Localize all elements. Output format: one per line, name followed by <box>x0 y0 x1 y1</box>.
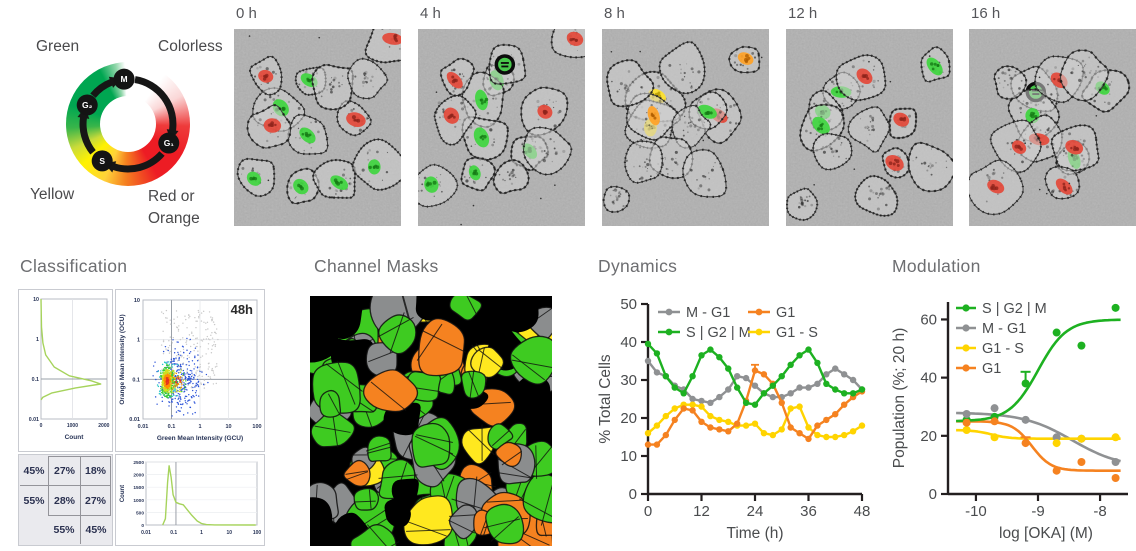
svg-text:-10: -10 <box>965 503 987 520</box>
svg-text:40: 40 <box>620 334 637 351</box>
table-row1-cell2: 18% <box>80 456 111 486</box>
svg-text:48: 48 <box>854 503 870 520</box>
table-row2-margin: 55% <box>20 486 48 516</box>
svg-text:40: 40 <box>920 370 937 387</box>
svg-text:1: 1 <box>200 530 203 536</box>
svg-text:G1 - S: G1 - S <box>776 325 818 341</box>
svg-text:0.01: 0.01 <box>141 530 151 536</box>
classification-side-histogram: 0.01 0.1 1 10 0 1000 2000 Count <box>18 289 113 452</box>
svg-text:0: 0 <box>40 423 43 429</box>
svg-text:Population (%; 20 h): Population (%; 20 h) <box>891 328 908 468</box>
cell-cycle-arrows: M G₁ S G₂ <box>10 8 232 230</box>
timepoint-label-16h: 16 h <box>971 5 1000 22</box>
svg-text:M - G1: M - G1 <box>982 321 1026 337</box>
svg-text:S | G2 | M: S | G2 | M <box>686 325 751 341</box>
timepoint-label-8h: 8 h <box>604 5 625 22</box>
svg-text:G₁: G₁ <box>164 138 175 148</box>
svg-text:0: 0 <box>929 486 937 503</box>
dynamics-chart: 0 10 20 30 40 50 0 12 24 36 48 % Total Cells Time (h… <box>596 288 870 549</box>
svg-text:S: S <box>99 156 105 166</box>
svg-text:30: 30 <box>620 372 637 389</box>
svg-text:1000: 1000 <box>133 498 144 504</box>
svg-text:G1: G1 <box>776 305 795 321</box>
svg-text:% Total Cells: % Total Cells <box>597 354 614 444</box>
title-dynamics: Dynamics <box>598 256 677 277</box>
timepoint-label-12h: 12 h <box>788 5 817 22</box>
svg-text:36: 36 <box>800 503 817 520</box>
svg-text:log [OKA] (M): log [OKA] (M) <box>999 525 1093 542</box>
svg-text:1000: 1000 <box>67 423 78 429</box>
table-row1-cell1: 27% <box>48 456 80 486</box>
svg-text:Green Mean Intensity (GCU): Green Mean Intensity (GCU) <box>157 435 243 442</box>
svg-text:M: M <box>121 74 128 84</box>
svg-text:100: 100 <box>253 530 262 536</box>
svg-text:1: 1 <box>198 424 201 430</box>
svg-text:10: 10 <box>226 530 232 536</box>
svg-text:M - G1: M - G1 <box>686 305 730 321</box>
svg-text:Count: Count <box>120 485 126 502</box>
svg-text:10: 10 <box>620 448 637 465</box>
svg-text:Time (h): Time (h) <box>726 525 783 542</box>
svg-text:0.1: 0.1 <box>132 377 140 383</box>
modulation-chart: 0 20 40 60 -10 -9 -8 Population (%; 20 h) log [O… <box>890 288 1136 549</box>
svg-text:100: 100 <box>252 424 261 430</box>
timepoint-label-0h: 0 h <box>236 5 257 22</box>
svg-text:48h: 48h <box>231 302 253 317</box>
table-row3-cell2: 45% <box>80 516 111 544</box>
classification-bottom-histogram: 0 500 1000 1500 2000 2500 0.01 0.1 1 10 100 Count <box>115 454 265 546</box>
svg-text:60: 60 <box>920 311 937 328</box>
svg-text:500: 500 <box>136 510 144 516</box>
micrograph-16h <box>969 29 1136 226</box>
table-row2-cell1: 28% <box>48 486 80 516</box>
svg-text:-8: -8 <box>1093 503 1106 520</box>
svg-text:0.01: 0.01 <box>129 417 140 423</box>
svg-text:20: 20 <box>920 428 937 445</box>
svg-text:0: 0 <box>644 503 652 520</box>
svg-text:50: 50 <box>620 296 637 313</box>
svg-text:0.1: 0.1 <box>168 424 176 430</box>
channel-masks-image <box>310 296 552 546</box>
svg-text:0: 0 <box>629 486 637 503</box>
svg-text:0.01: 0.01 <box>29 417 39 423</box>
classification-percent-table: 45% 27% 18% 55% 28% 27% 55% 45% <box>18 454 113 546</box>
svg-text:0: 0 <box>141 523 144 529</box>
micrograph-0h <box>234 29 401 226</box>
svg-text:24: 24 <box>747 503 764 520</box>
svg-text:Count: Count <box>65 434 85 441</box>
svg-text:1500: 1500 <box>133 485 144 491</box>
svg-text:20: 20 <box>620 410 637 427</box>
svg-text:10: 10 <box>225 424 231 430</box>
table-row3-cell1: 55% <box>48 516 80 544</box>
svg-text:G₂: G₂ <box>82 100 93 110</box>
timepoint-label-4h: 4 h <box>420 5 441 22</box>
svg-text:G1: G1 <box>982 361 1001 377</box>
micrograph-4h <box>418 29 585 226</box>
svg-text:10: 10 <box>134 298 140 304</box>
title-modulation: Modulation <box>892 256 981 277</box>
svg-text:-9: -9 <box>1031 503 1044 520</box>
svg-text:12: 12 <box>693 503 710 520</box>
svg-text:0.1: 0.1 <box>170 530 177 536</box>
svg-text:0.01: 0.01 <box>138 424 149 430</box>
micrograph-8h <box>602 29 769 226</box>
micrograph-12h <box>786 29 953 226</box>
table-row3-empty <box>20 516 48 544</box>
svg-text:G1 - S: G1 - S <box>982 341 1024 357</box>
title-classification: Classification <box>20 256 127 277</box>
svg-text:2000: 2000 <box>98 423 109 429</box>
svg-text:1: 1 <box>36 337 39 343</box>
svg-text:1: 1 <box>137 338 140 344</box>
svg-text:0.1: 0.1 <box>32 377 39 383</box>
svg-text:2000: 2000 <box>133 473 144 479</box>
svg-text:10: 10 <box>33 297 39 303</box>
svg-text:S | G2 | M: S | G2 | M <box>982 301 1047 317</box>
table-row2-cell2: 27% <box>80 486 111 516</box>
svg-text:Orange Mean Intensity (OCU): Orange Mean Intensity (OCU) <box>119 314 126 404</box>
classification-scatter-plot: 48h 0.01 0.1 1 10 100 0.01 0.1 1 10 Green Mean Int… <box>115 289 265 452</box>
title-channel-masks: Channel Masks <box>314 256 439 277</box>
table-row1-margin: 45% <box>20 456 48 486</box>
svg-text:2500: 2500 <box>133 460 144 466</box>
